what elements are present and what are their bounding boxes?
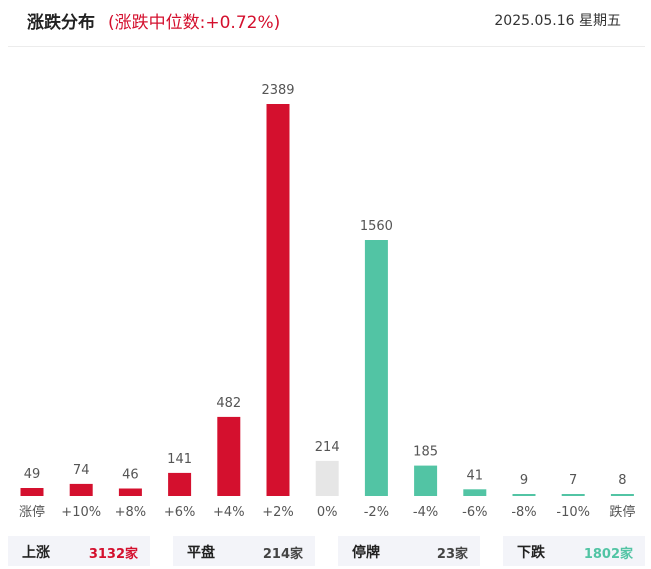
category-tick-label: +6% [164,505,196,520]
bar-value-label: 74 [73,463,90,478]
distribution-bar-chart: 49 涨停 74 +10% 46 +8% 141 +6% 482 +4% 2389 +2% 214 0% 1… [19,83,635,520]
chart-header: 涨跌分布 (涨跌中位数:+0.72%) 2025.05.16 星期五 [0,0,651,44]
category-tick-label: 涨停 [19,504,45,520]
summary-suspended-label: 停牌 [352,545,380,561]
bar-value-label: 482 [216,396,241,411]
summary-flat: 平盘 214家 [173,536,315,566]
summary-down-value: 1802家 [583,547,633,562]
header-divider [8,46,645,47]
bar-value-label: 8 [618,473,626,488]
summary-suspended-value: 23家 [436,547,468,562]
bar-value-label: 46 [122,468,139,483]
category-tick-label: -10% [556,505,590,520]
category-tick-label: -8% [511,505,536,520]
bar-value-label: 1560 [360,219,393,234]
bar-3 [168,472,192,496]
bar-8 [414,465,438,496]
bar-2 [118,488,142,496]
category-tick-label: +2% [262,505,294,520]
median-change-subtitle: (涨跌中位数:+0.72%) [108,13,281,33]
category-tick-label: 跌停 [609,504,635,520]
summary-flat-value: 214家 [262,547,303,562]
bar-12 [610,494,634,496]
bar-10 [512,494,536,496]
bar-value-label: 9 [520,473,528,488]
bar-0 [20,488,44,496]
category-tick-label: +4% [213,505,245,520]
summary-down: 下跌 1802家 [503,536,645,566]
category-tick-label: +10% [61,505,101,520]
bar-1 [69,483,93,496]
bar-5 [266,104,290,496]
bar-value-label: 141 [167,452,192,467]
bar-7 [364,240,388,496]
category-tick-label: -2% [364,505,389,520]
bar-value-label: 41 [467,468,484,483]
bar-value-label: 2389 [261,83,294,98]
bar-value-label: 185 [413,445,438,460]
bar-value-label: 7 [569,473,577,488]
summary-up-label: 上涨 [22,545,50,561]
bar-6 [315,460,339,496]
category-tick-label: -6% [462,505,487,520]
category-tick-label: +8% [115,505,147,520]
category-tick-label: 0% [317,505,338,520]
bar-value-label: 214 [315,440,340,455]
summary-suspended: 停牌 23家 [338,536,480,566]
summary-flat-label: 平盘 [187,545,215,561]
bar-9 [463,489,487,496]
bar-4 [217,416,241,496]
summary-down-label: 下跌 [517,545,545,561]
summary-up: 上涨 3132家 [8,536,150,566]
category-tick-label: -4% [413,505,438,520]
bar-11 [561,494,585,496]
bar-value-label: 49 [24,467,41,482]
trade-date: 2025.05.16 星期五 [494,13,621,29]
summary-up-value: 3132家 [88,547,138,562]
summary-bar: 上涨 3132家 平盘 214家 停牌 23家 下跌 1802家 [8,536,645,566]
chart-title: 涨跌分布 [27,13,95,33]
